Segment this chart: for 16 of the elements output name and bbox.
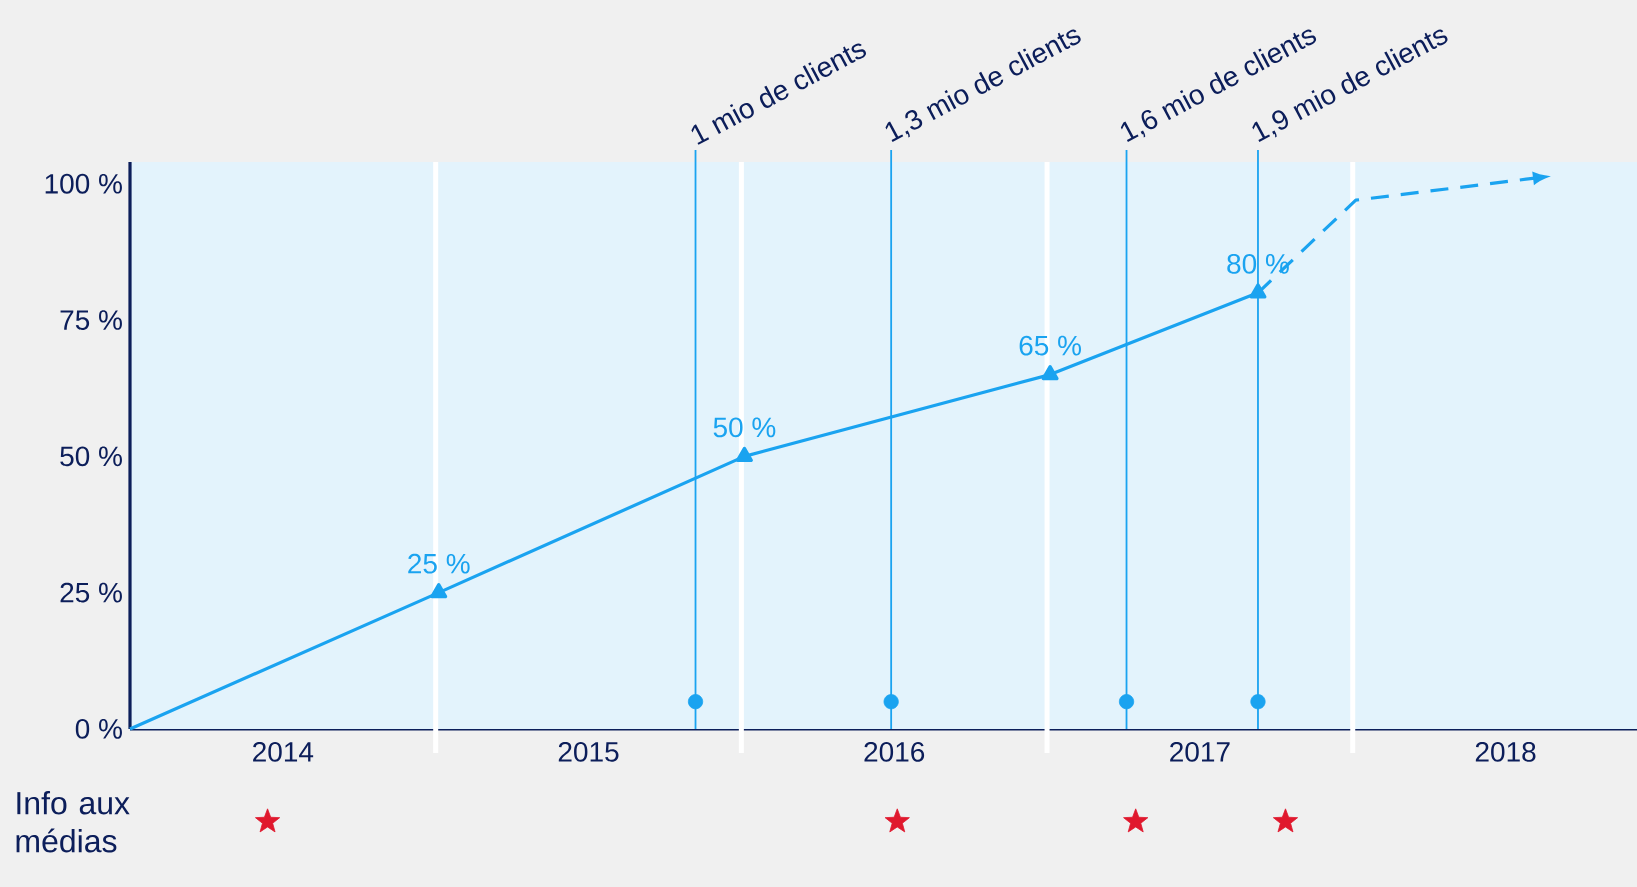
x-tick-label: 2018 — [1475, 741, 1536, 762]
y-tick-label: 75 % — [60, 310, 122, 330]
ref-line-label: 1 mio de clients — [691, 43, 867, 145]
x-tick-label: 2017 — [1170, 741, 1230, 762]
y-tick-label: 25 % — [60, 582, 122, 603]
data-label: 50 % — [713, 417, 776, 438]
data-label: 25 % — [408, 553, 470, 574]
ref-line-label: 1,3 mio de clients — [885, 29, 1081, 142]
y-tick-label: 100 % — [45, 173, 122, 194]
x-tick-label: 2016 — [864, 741, 925, 762]
text: Info aux médias — [16, 791, 130, 853]
x-tick-label: 2014 — [253, 741, 314, 762]
data-label: 65 % — [1019, 335, 1081, 356]
y-tick-label: 0 % — [75, 718, 122, 739]
y-tick-label: 50 % — [60, 446, 122, 467]
x-tick-label: 2015 — [558, 741, 619, 762]
